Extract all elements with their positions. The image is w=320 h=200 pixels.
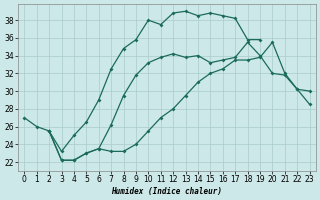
X-axis label: Humidex (Indice chaleur): Humidex (Indice chaleur) <box>111 187 222 196</box>
